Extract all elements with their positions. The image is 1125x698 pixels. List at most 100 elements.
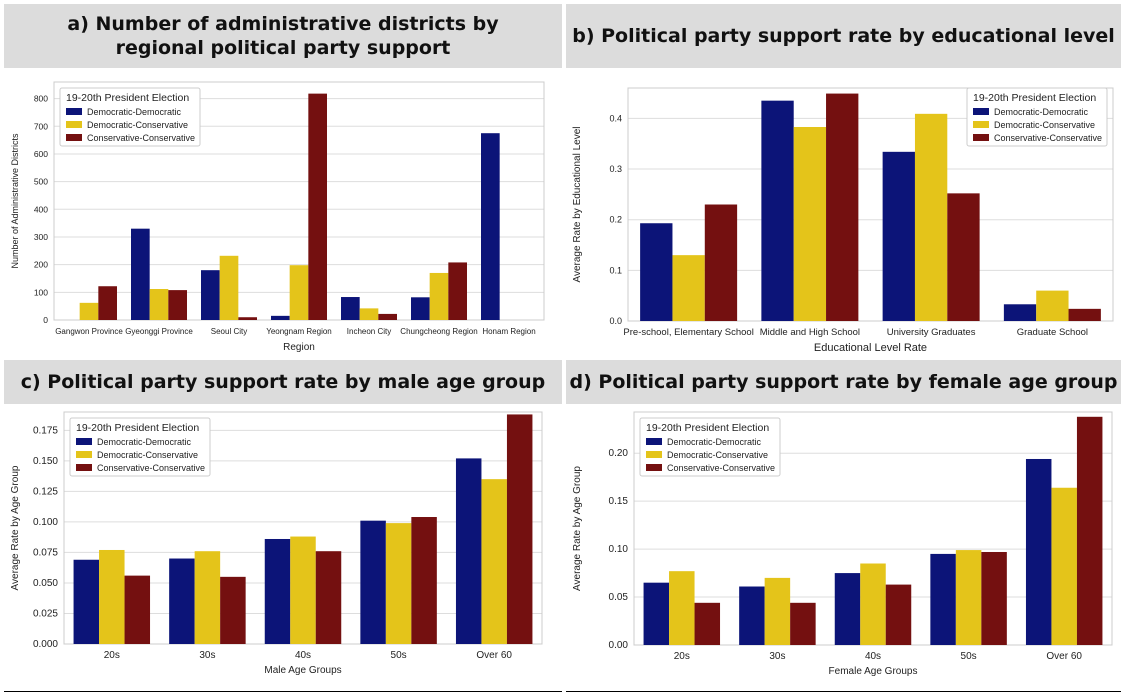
x-tick-label: 50s	[961, 651, 977, 662]
panel-a-title: a) Number of administrative districts by…	[67, 13, 499, 59]
bar-democratic-democratic	[739, 586, 765, 645]
bar-conservative-conservative	[308, 93, 327, 320]
legend-item: Democratic-Conservative	[667, 450, 768, 460]
legend-box	[59, 87, 201, 147]
bar-democratic-conservative	[955, 550, 982, 645]
legend-swatch	[646, 464, 662, 471]
x-tick-label: Yeongnam Region	[266, 327, 332, 336]
chart-regional-districts: 0 100 200 300 400 500 600 700 800 Gangwon Provinc…	[10, 81, 545, 353]
y-tick-label: 700	[34, 121, 48, 131]
bar-democratic-democratic	[341, 297, 360, 320]
y-tick-label: 0.1	[609, 265, 622, 275]
bar-democratic-democratic	[1025, 458, 1052, 645]
y-tick-label: 0.100	[33, 517, 58, 528]
y-tick-label: 0.050	[33, 578, 58, 589]
bar-democratic-democratic	[201, 270, 220, 320]
legend-swatch	[76, 451, 92, 458]
legend-item: Conservative-Conservative	[97, 463, 205, 473]
bar-conservative-conservative	[448, 262, 467, 320]
chart-education-support: 0.0 0.1 0.2 0.3 0.4 Pre-school, Elementary Sc…	[572, 87, 1114, 354]
legend-swatch	[66, 108, 82, 115]
bar-democratic-conservative	[385, 523, 412, 644]
legend-title: 19-20th President Election	[973, 92, 1096, 104]
bar-democratic-conservative	[290, 536, 316, 644]
legend-box	[69, 417, 211, 477]
bar-democratic-democratic	[481, 133, 500, 320]
bar-conservative-conservative	[826, 93, 859, 321]
bar-democratic-democratic	[73, 559, 100, 644]
bar-conservative-conservative	[168, 290, 187, 320]
panel-c-header: c) Political party support rate by male …	[4, 360, 562, 404]
legend-item: Conservative-Conservative	[87, 133, 195, 143]
y-tick-label: 0.3	[609, 164, 622, 174]
bar-conservative-conservative	[220, 576, 246, 644]
x-tick-label: Chungcheong Region	[400, 327, 477, 336]
y-tick-label: 0	[43, 315, 48, 325]
bar-democratic-democratic	[271, 315, 290, 320]
x-tick-label: Over 60	[1046, 651, 1082, 662]
x-tick-label: 20s	[674, 651, 690, 662]
legend-swatch	[646, 451, 662, 458]
y-tick-label: 0.125	[33, 486, 58, 497]
bar-democratic-conservative	[1051, 487, 1077, 645]
bar-conservative-conservative	[694, 602, 721, 645]
x-tick-label: Incheon City	[347, 327, 391, 336]
bar-democratic-democratic	[761, 100, 794, 321]
y-tick-label: 0.025	[33, 608, 58, 619]
bar-democratic-conservative	[1036, 290, 1069, 321]
legend-swatch	[646, 438, 662, 445]
legend-box	[639, 417, 781, 477]
bar-democratic-conservative	[914, 113, 948, 321]
bar-conservative-conservative	[790, 602, 816, 645]
x-axis-label: Female Age Groups	[829, 666, 918, 677]
legend-title: 19-20th President Election	[76, 422, 199, 434]
x-tick-label: University Graduates	[887, 327, 976, 338]
y-axis-label: Average Rate by Age Group	[572, 466, 583, 591]
bar-democratic-democratic	[930, 553, 956, 645]
bar-conservative-conservative	[124, 575, 151, 644]
y-tick-label: 0.175	[33, 425, 58, 436]
chart-female-age-support: 0.00 0.05 0.10 0.15 0.20 20s 30s 40s 50s Over 60 F…	[572, 411, 1113, 677]
bar-conservative-conservative	[1076, 416, 1103, 645]
bar-conservative-conservative	[238, 317, 257, 320]
bar-democratic-conservative	[359, 308, 379, 320]
bar-democratic-conservative	[194, 551, 221, 644]
bar-democratic-democratic	[1003, 304, 1037, 321]
panel-regional-districts: a) Number of administrative districts by…	[4, 4, 562, 353]
bar-conservative-conservative	[981, 551, 1007, 645]
bar-conservative-conservative	[378, 313, 397, 320]
bar-democratic-conservative	[289, 265, 309, 320]
legend-swatch	[76, 464, 92, 471]
bar-democratic-democratic	[131, 228, 150, 320]
x-tick-label: Gyeonggi Province	[125, 327, 193, 336]
bar-democratic-democratic	[643, 582, 670, 645]
y-tick-label: 0.05	[609, 592, 629, 603]
panel-b-title: b) Political party support rate by educa…	[572, 25, 1115, 47]
y-tick-label: 0.2	[609, 215, 622, 225]
panel-c-bottom-rule	[4, 691, 562, 692]
y-axis-label: Number of Administrative Districts	[10, 133, 20, 269]
bar-democratic-democratic	[264, 538, 291, 644]
panel-education-support: b) Political party support rate by educa…	[566, 4, 1121, 354]
bar-democratic-conservative	[149, 289, 169, 320]
panel-a-header: a) Number of administrative districts by…	[4, 4, 562, 68]
legend-swatch	[973, 121, 989, 128]
bar-conservative-conservative	[1068, 308, 1101, 321]
bar-democratic-conservative	[429, 272, 449, 320]
y-tick-label: 0.20	[609, 448, 629, 459]
bar-conservative-conservative	[411, 517, 437, 644]
legend-title: 19-20th President Election	[66, 92, 189, 104]
legend-item: Democratic-Democratic	[994, 107, 1089, 117]
y-tick-label: 0.00	[609, 640, 629, 651]
bar-conservative-conservative	[315, 551, 342, 644]
legend-item: Democratic-Conservative	[97, 450, 198, 460]
y-tick-label: 300	[34, 232, 48, 242]
bar-democratic-democratic	[834, 573, 861, 645]
bar-democratic-democratic	[360, 520, 386, 644]
legend-item: Democratic-Democratic	[667, 437, 762, 447]
y-tick-label: 0.150	[33, 456, 58, 467]
x-tick-label: Pre-school, Elementary School	[623, 327, 753, 338]
bar-democratic-conservative	[669, 571, 695, 645]
bar-conservative-conservative	[704, 204, 738, 321]
plot-frame	[627, 87, 1114, 322]
